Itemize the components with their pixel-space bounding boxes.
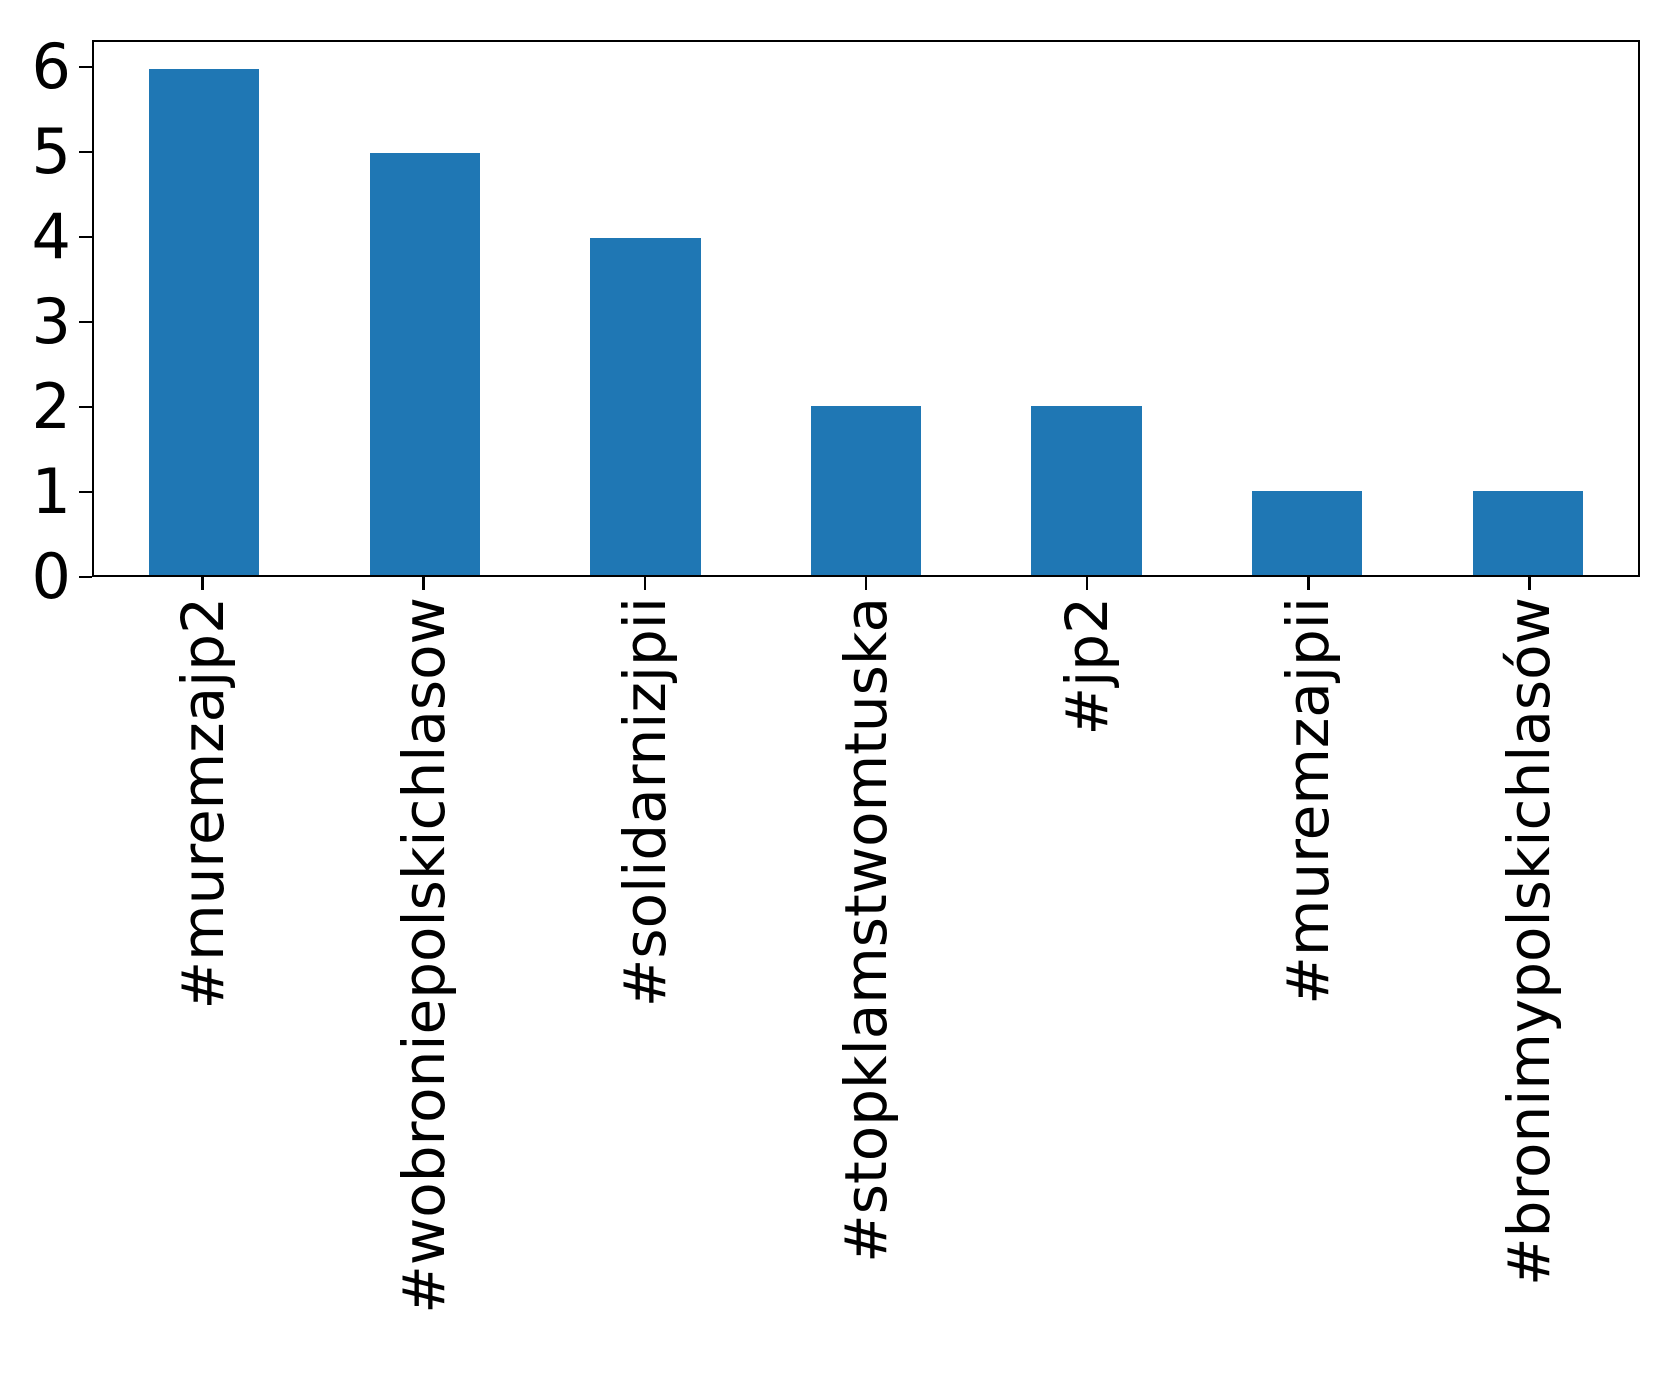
x-tick-label: #stopklamstwomtuska	[831, 597, 900, 1263]
y-tick-label: 3	[31, 285, 71, 359]
y-tick-mark	[79, 235, 92, 239]
x-tick-label-cell: #muremzajpii	[1198, 597, 1419, 1005]
bar	[1031, 406, 1142, 575]
x-tick-mark	[1085, 577, 1089, 590]
bar-slot	[1417, 42, 1638, 575]
x-tick-label: #muremzajpii	[1274, 597, 1343, 1005]
x-tick-mark	[422, 577, 425, 590]
x-tick-label-cell: #muremzajp2	[92, 597, 313, 1009]
y-tick-mark	[79, 150, 92, 154]
x-tick-label-cell: #wobroniepolskichlasow	[313, 597, 534, 1314]
bar-slot	[94, 42, 315, 575]
x-tick-label: #solidarnizjpii	[610, 597, 679, 1008]
y-tick-mark	[79, 65, 92, 69]
bar	[149, 69, 260, 575]
y-tick-mark	[79, 320, 92, 324]
y-tick-label: 5	[31, 115, 71, 189]
x-tick-label-cell: #stopklamstwomtuska	[755, 597, 976, 1263]
bar	[1472, 490, 1583, 575]
y-tick-label: 1	[31, 455, 71, 529]
x-tick-label: #wobroniepolskichlasow	[389, 597, 458, 1314]
bar	[1252, 490, 1363, 575]
x-tick-mark	[1528, 577, 1531, 590]
x-tick-mark	[201, 577, 204, 590]
x-tick-mark	[864, 577, 868, 590]
x-tick-mark	[643, 577, 647, 590]
y-tick-label: 0	[31, 540, 71, 613]
bar-slot	[976, 42, 1197, 575]
x-tick-label-cell: #bronimypolskichlasów	[1419, 597, 1640, 1286]
bar-slot	[315, 42, 536, 575]
bars-layer	[94, 42, 1638, 575]
x-tick-label-cell: #jp2	[977, 597, 1198, 735]
x-tick-label-cell: #solidarnizjpii	[534, 597, 755, 1007]
bar	[590, 237, 701, 575]
y-tick-label: 4	[31, 200, 71, 274]
bar-slot	[1197, 42, 1418, 575]
y-tick-mark	[79, 575, 92, 579]
x-tick-mark	[1307, 577, 1310, 590]
x-tick-label: #muremzajp2	[168, 597, 237, 1010]
y-tick-label: 6	[31, 30, 71, 104]
bar-slot	[535, 42, 756, 575]
y-tick-mark	[79, 490, 92, 494]
x-tick-label: #bronimypolskichlasów	[1495, 597, 1564, 1286]
plot-area	[92, 40, 1640, 577]
bar	[369, 153, 480, 575]
y-tick-label: 2	[31, 370, 71, 444]
bar-slot	[756, 42, 977, 575]
y-tick-mark	[79, 405, 92, 409]
x-tick-label: #jp2	[1053, 597, 1122, 736]
bar	[810, 406, 922, 575]
